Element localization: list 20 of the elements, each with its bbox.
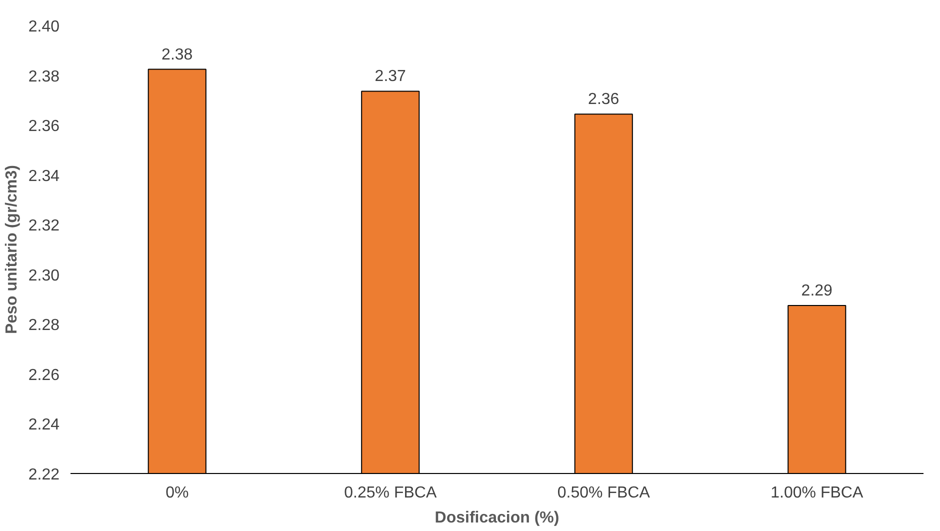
x-tick-label: 0.50% FBCA	[557, 484, 650, 502]
x-tick-label: 0.25% FBCA	[344, 484, 437, 502]
y-tick-label: 2.40	[28, 18, 60, 36]
y-tick-label: 2.22	[28, 466, 60, 484]
y-tick-label: 2.26	[28, 366, 60, 384]
y-tick-label: 2.38	[28, 68, 60, 86]
y-tick-label: 2.28	[28, 317, 60, 334]
x-axis-title: Dosificacion (%)	[434, 510, 560, 526]
y-axis-title: Peso unitario (gr/cm3)	[3, 165, 20, 334]
data-label: 2.36	[588, 91, 620, 108]
y-tick-label: 2.30	[28, 267, 60, 284]
data-label: 2.37	[374, 68, 406, 86]
x-tick-label: 0%	[166, 484, 189, 502]
data-label: 2.38	[162, 46, 193, 64]
y-tick-label: 2.34	[28, 168, 60, 185]
y-tick-label: 2.24	[28, 416, 60, 434]
y-tick-label: 2.36	[28, 118, 60, 136]
x-tick-label: 1.00% FBCA	[770, 484, 864, 502]
data-label: 2.29	[801, 282, 833, 300]
y-tick-label: 2.32	[28, 218, 60, 235]
